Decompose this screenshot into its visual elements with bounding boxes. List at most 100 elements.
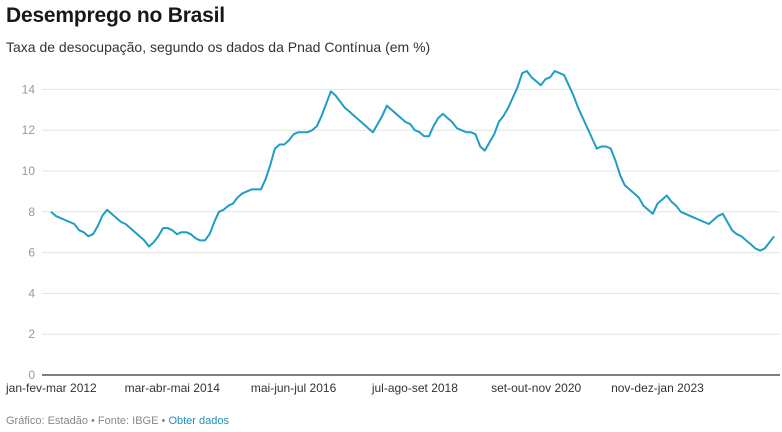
data-point[interactable] (664, 193, 670, 199)
data-point[interactable] (365, 125, 371, 131)
data-point[interactable] (575, 105, 581, 111)
data-point[interactable] (491, 131, 497, 137)
data-point[interactable] (762, 246, 768, 252)
data-point[interactable] (645, 207, 651, 213)
data-point[interactable] (547, 74, 553, 80)
data-point[interactable] (141, 237, 147, 243)
data-point[interactable] (655, 201, 661, 207)
data-point[interactable] (771, 233, 777, 239)
data-point[interactable] (589, 135, 595, 141)
data-point[interactable] (221, 207, 227, 213)
data-point[interactable] (496, 119, 502, 125)
data-point[interactable] (449, 119, 455, 125)
data-point[interactable] (641, 203, 647, 209)
data-point[interactable] (729, 227, 735, 233)
data-point[interactable] (127, 225, 133, 231)
data-point[interactable] (571, 93, 577, 99)
data-point[interactable] (188, 231, 194, 237)
data-point[interactable] (748, 241, 754, 247)
data-point[interactable] (766, 239, 772, 245)
data-point[interactable] (207, 231, 213, 237)
data-point[interactable] (146, 244, 152, 250)
data-point[interactable] (440, 111, 446, 117)
data-point[interactable] (230, 201, 236, 207)
data-point[interactable] (673, 203, 679, 209)
data-point[interactable] (580, 115, 586, 121)
data-point[interactable] (627, 186, 633, 192)
data-point[interactable] (585, 125, 591, 131)
data-point[interactable] (379, 113, 385, 119)
data-point[interactable] (515, 84, 521, 90)
data-point[interactable] (90, 231, 96, 237)
data-point[interactable] (407, 121, 413, 127)
data-point[interactable] (417, 129, 423, 135)
data-point[interactable] (309, 127, 315, 133)
data-point[interactable] (393, 111, 399, 117)
data-point[interactable] (123, 221, 129, 227)
data-point[interactable] (286, 137, 292, 143)
data-point[interactable] (431, 123, 437, 129)
data-point[interactable] (169, 227, 175, 233)
data-point[interactable] (710, 217, 716, 223)
data-point[interactable] (281, 142, 287, 148)
data-point[interactable] (95, 223, 101, 229)
data-point[interactable] (650, 211, 656, 217)
data-point[interactable] (272, 146, 278, 152)
data-point[interactable] (435, 115, 441, 121)
data-point[interactable] (738, 233, 744, 239)
data-point[interactable] (482, 148, 488, 154)
data-point[interactable] (720, 211, 726, 217)
data-point[interactable] (211, 219, 217, 225)
data-point[interactable] (533, 78, 539, 84)
data-point[interactable] (356, 117, 362, 123)
data-point[interactable] (538, 82, 544, 88)
data-point[interactable] (617, 172, 623, 178)
data-point[interactable] (258, 186, 264, 192)
data-point[interactable] (510, 95, 516, 101)
data-point[interactable] (109, 211, 115, 217)
data-point[interactable] (337, 99, 343, 105)
data-point[interactable] (613, 158, 619, 164)
data-point[interactable] (132, 229, 138, 235)
data-point[interactable] (347, 109, 353, 115)
data-point[interactable] (319, 113, 325, 119)
data-point[interactable] (659, 197, 665, 203)
data-point[interactable] (561, 72, 567, 78)
data-point[interactable] (398, 115, 404, 121)
data-point[interactable] (487, 139, 493, 145)
data-point[interactable] (151, 239, 157, 245)
data-point[interactable] (668, 199, 674, 205)
get-data-link[interactable]: Obter dados (168, 415, 229, 427)
data-point[interactable] (104, 207, 110, 213)
data-point[interactable] (706, 221, 712, 227)
data-point[interactable] (328, 88, 334, 94)
data-point[interactable] (389, 107, 395, 113)
data-point[interactable] (724, 219, 730, 225)
data-point[interactable] (361, 121, 367, 127)
data-point[interactable] (473, 131, 479, 137)
data-point[interactable] (81, 229, 87, 235)
data-point[interactable] (113, 215, 119, 221)
data-point[interactable] (529, 74, 535, 80)
data-point[interactable] (137, 233, 143, 239)
data-point[interactable] (202, 237, 208, 243)
data-point[interactable] (71, 221, 77, 227)
data-point[interactable] (384, 103, 390, 109)
data-point[interactable] (333, 93, 339, 99)
data-point[interactable] (370, 129, 376, 135)
data-point[interactable] (631, 190, 637, 196)
data-point[interactable] (48, 209, 54, 215)
data-point[interactable] (622, 182, 628, 188)
data-point[interactable] (323, 101, 329, 107)
data-point[interactable] (314, 123, 320, 129)
data-point[interactable] (426, 133, 432, 139)
data-point[interactable] (342, 105, 348, 111)
data-point[interactable] (235, 195, 241, 201)
data-point[interactable] (155, 233, 161, 239)
data-point[interactable] (505, 105, 511, 111)
data-point[interactable] (267, 162, 273, 168)
data-point[interactable] (501, 113, 507, 119)
data-point[interactable] (524, 68, 530, 74)
data-point[interactable] (263, 176, 269, 182)
data-point[interactable] (636, 195, 642, 201)
